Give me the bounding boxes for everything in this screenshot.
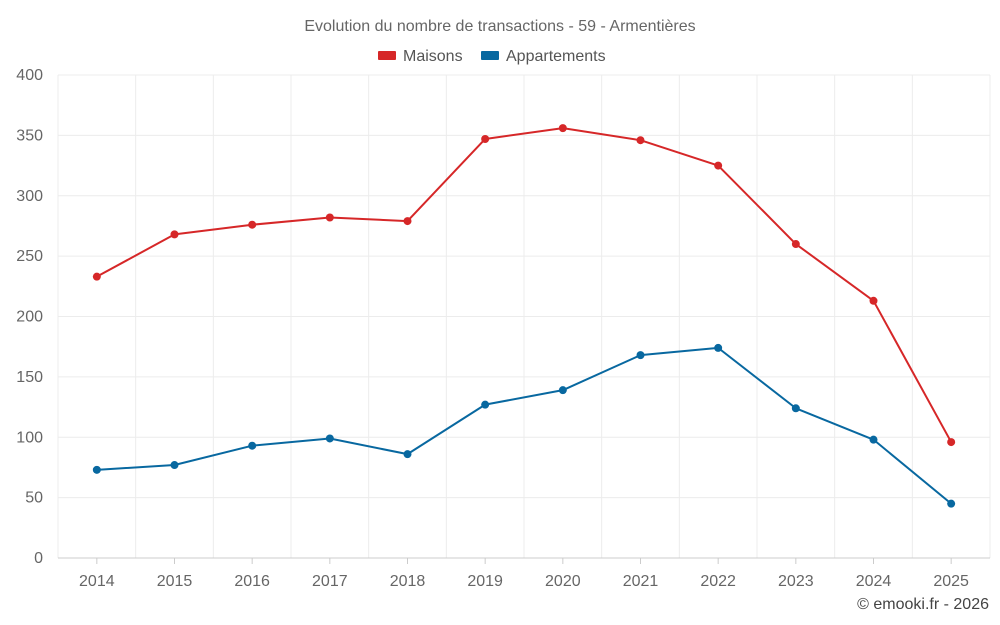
data-point-appartements[interactable] [325,434,334,443]
y-tick-label: 200 [16,309,43,326]
legend-swatch-appartements [481,51,499,60]
data-point-maisons[interactable] [558,124,567,133]
x-tick-label: 2021 [623,573,659,590]
data-point-maisons[interactable] [714,161,723,170]
data-point-appartements[interactable] [869,435,878,444]
y-tick-label: 50 [25,490,43,507]
y-tick-label: 100 [16,429,43,446]
data-point-maisons[interactable] [636,136,645,145]
data-point-appartements[interactable] [248,441,257,450]
data-point-maisons[interactable] [92,272,101,281]
y-tick-label: 350 [16,127,43,144]
data-point-appartements[interactable] [791,404,800,413]
y-tick-label: 250 [16,248,43,265]
legend-swatch-maisons [378,51,396,60]
y-tick-label: 400 [16,67,43,84]
x-tick-label: 2023 [778,573,814,590]
data-point-appartements[interactable] [170,461,179,470]
series-line-appartements [96,346,952,505]
data-point-appartements[interactable] [947,499,956,508]
x-tick-label: 2018 [390,573,426,590]
data-point-appartements[interactable] [403,450,412,459]
data-point-maisons[interactable] [403,217,412,226]
y-tick-label: 150 [16,369,43,386]
data-point-maisons[interactable] [481,134,490,143]
x-tick-label: 2024 [856,573,892,590]
grid [57,74,991,559]
y-axis: 0 50 100 150 200 250 300 350 400 [16,67,43,567]
data-point-maisons[interactable] [325,213,334,222]
legend-label-appartements[interactable]: Appartements [506,48,606,65]
series [92,124,956,508]
chart-title: Evolution du nombre de transactions - 59… [304,18,695,35]
y-tick-label: 300 [16,188,43,205]
x-tick-label: 2022 [700,573,736,590]
data-point-appartements[interactable] [558,386,567,395]
y-tick-label: 0 [34,550,43,567]
data-point-appartements[interactable] [714,343,723,352]
x-tick-label: 2025 [933,573,969,590]
x-tick-label: 2019 [467,573,503,590]
x-tick-label: 2015 [157,573,193,590]
x-axis: 2014 2015 2016 2017 2018 2019 2020 2021 2022 2023… [79,558,969,590]
data-point-maisons[interactable] [947,438,956,447]
x-tick-label: 2016 [234,573,270,590]
legend-label-maisons[interactable]: Maisons [403,48,463,65]
data-point-maisons[interactable] [869,296,878,305]
data-point-maisons[interactable] [170,230,179,239]
data-point-maisons[interactable] [791,240,800,249]
x-tick-label: 2017 [312,573,348,590]
legend: Maisons Appartements [378,48,606,65]
data-point-appartements[interactable] [92,465,101,474]
x-tick-label: 2020 [545,573,581,590]
credit-text: © emooki.fr - 2026 [857,596,989,613]
data-point-appartements[interactable] [636,351,645,360]
data-point-appartements[interactable] [481,400,490,409]
series-line-maisons [96,127,953,443]
x-tick-label: 2014 [79,573,115,590]
data-point-maisons[interactable] [248,220,257,229]
